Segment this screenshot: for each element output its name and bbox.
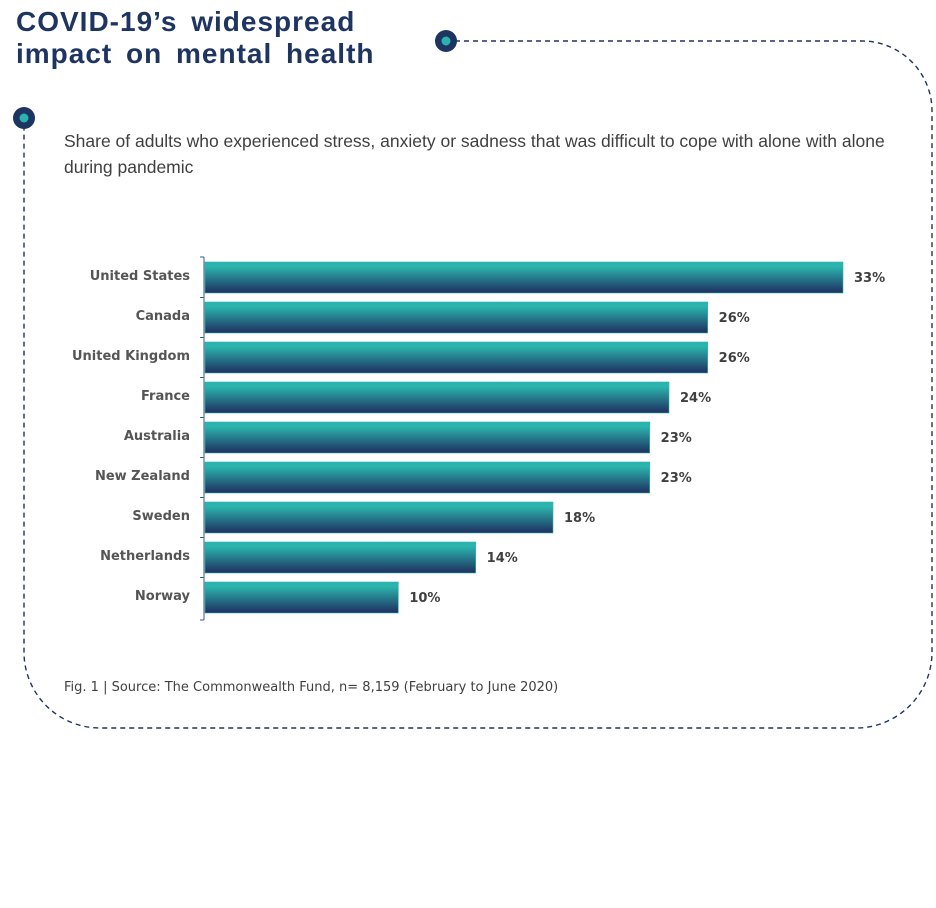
bars xyxy=(204,261,844,614)
bar-sweden xyxy=(204,501,554,534)
category-label: Sweden xyxy=(132,509,190,524)
bar-chart: United States Canada United Kingdom France A… xyxy=(72,256,885,621)
bar-norway xyxy=(204,581,399,614)
bar-united-kingdom xyxy=(204,341,708,374)
value-label: 26% xyxy=(719,351,750,366)
value-label: 18% xyxy=(564,511,595,526)
bar-netherlands xyxy=(204,541,476,574)
category-label: Norway xyxy=(135,589,191,604)
value-label: 33% xyxy=(854,271,885,286)
bar-canada xyxy=(204,301,708,334)
category-label: Australia xyxy=(124,429,190,444)
value-label: 14% xyxy=(487,551,518,566)
category-label: United States xyxy=(90,269,191,284)
value-label: 23% xyxy=(661,431,692,446)
category-label: United Kingdom xyxy=(72,349,190,364)
y-axis xyxy=(200,256,205,621)
value-label: 24% xyxy=(680,391,711,406)
top-marker-icon xyxy=(435,30,457,52)
category-label: Netherlands xyxy=(100,549,190,564)
bar-new-zealand xyxy=(204,461,650,494)
source-note: Fig. 1 | Source: The Commonwealth Fund, … xyxy=(64,680,559,695)
value-labels: 33% 26% 26% 24% 23% 23% 18% 14% 10% xyxy=(409,271,885,606)
left-marker-icon xyxy=(13,107,35,129)
bar-australia xyxy=(204,421,650,454)
category-labels: United States Canada United Kingdom France A… xyxy=(72,269,191,604)
category-label: France xyxy=(141,389,190,404)
value-label: 10% xyxy=(409,591,440,606)
category-label: New Zealand xyxy=(95,469,190,484)
category-label: Canada xyxy=(136,309,190,324)
value-label: 26% xyxy=(719,311,750,326)
page-title: COVID-19’s widespread impact on mental h… xyxy=(16,6,375,69)
value-label: 23% xyxy=(661,471,692,486)
bar-france xyxy=(204,381,670,414)
bar-united-states xyxy=(204,261,844,294)
chart-subtitle: Share of adults who experienced stress, … xyxy=(64,131,885,177)
